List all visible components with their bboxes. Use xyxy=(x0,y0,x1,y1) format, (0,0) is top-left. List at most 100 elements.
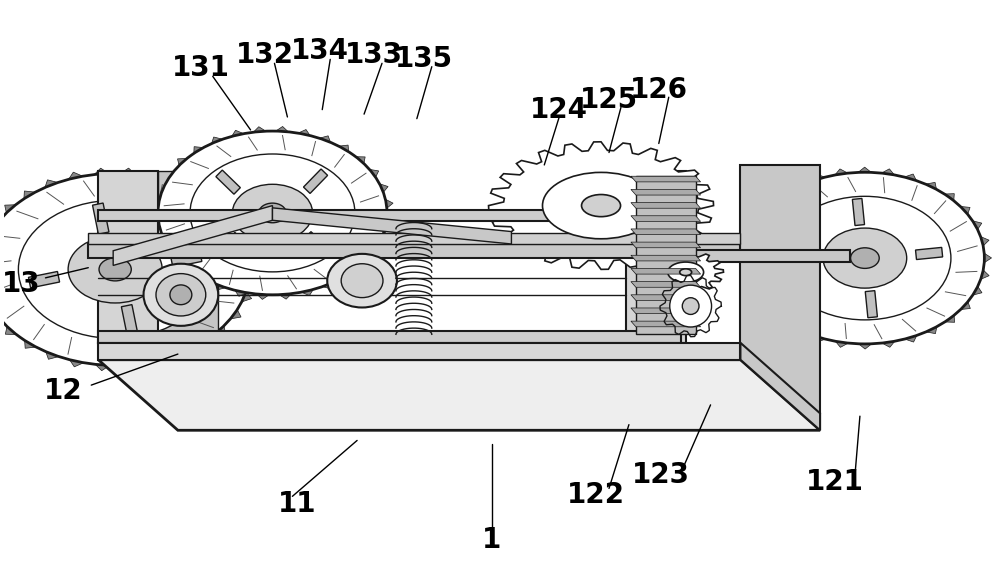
Polygon shape xyxy=(631,189,701,195)
Polygon shape xyxy=(232,286,253,297)
Polygon shape xyxy=(242,269,257,287)
Polygon shape xyxy=(115,168,140,179)
Polygon shape xyxy=(88,244,740,258)
Polygon shape xyxy=(631,202,701,208)
Polygon shape xyxy=(44,346,66,359)
Polygon shape xyxy=(295,285,316,295)
Polygon shape xyxy=(335,268,351,279)
Text: 122: 122 xyxy=(567,481,625,509)
Polygon shape xyxy=(631,229,701,235)
Polygon shape xyxy=(43,180,65,193)
Ellipse shape xyxy=(668,262,704,282)
Polygon shape xyxy=(631,308,701,314)
Polygon shape xyxy=(876,337,898,347)
Polygon shape xyxy=(157,230,172,244)
Polygon shape xyxy=(853,167,876,176)
Polygon shape xyxy=(738,250,751,266)
Polygon shape xyxy=(210,137,229,148)
Polygon shape xyxy=(113,206,272,265)
Polygon shape xyxy=(740,343,820,430)
Polygon shape xyxy=(832,337,854,348)
Ellipse shape xyxy=(779,196,951,320)
Polygon shape xyxy=(234,234,251,251)
Polygon shape xyxy=(636,176,696,335)
Polygon shape xyxy=(631,321,701,327)
Text: 11: 11 xyxy=(278,490,317,518)
Text: 125: 125 xyxy=(580,86,638,114)
Text: 132: 132 xyxy=(236,41,294,69)
Text: 135: 135 xyxy=(395,45,453,73)
Polygon shape xyxy=(631,295,701,301)
Polygon shape xyxy=(898,331,919,342)
Polygon shape xyxy=(975,266,989,282)
Polygon shape xyxy=(171,251,202,267)
Polygon shape xyxy=(98,332,681,343)
Polygon shape xyxy=(165,170,180,184)
Polygon shape xyxy=(24,335,44,348)
Polygon shape xyxy=(919,183,937,194)
Polygon shape xyxy=(158,171,218,343)
Ellipse shape xyxy=(156,274,206,316)
Polygon shape xyxy=(740,165,820,413)
Text: 124: 124 xyxy=(530,96,588,124)
Polygon shape xyxy=(141,354,165,367)
Text: 131: 131 xyxy=(172,54,230,82)
Polygon shape xyxy=(222,218,241,234)
Ellipse shape xyxy=(68,236,162,303)
Polygon shape xyxy=(229,130,249,141)
Polygon shape xyxy=(363,168,379,182)
Ellipse shape xyxy=(0,174,250,365)
Polygon shape xyxy=(186,191,206,204)
Polygon shape xyxy=(748,282,764,297)
Polygon shape xyxy=(217,232,241,257)
Polygon shape xyxy=(316,278,335,289)
Polygon shape xyxy=(271,126,292,136)
Polygon shape xyxy=(375,227,389,242)
Polygon shape xyxy=(249,126,271,136)
Text: 1: 1 xyxy=(482,526,501,555)
Polygon shape xyxy=(332,145,349,156)
Polygon shape xyxy=(775,194,792,206)
Polygon shape xyxy=(272,208,511,244)
Ellipse shape xyxy=(190,154,355,272)
Text: 134: 134 xyxy=(291,37,349,65)
Polygon shape xyxy=(28,272,60,288)
Polygon shape xyxy=(373,182,388,197)
Polygon shape xyxy=(489,142,714,269)
Polygon shape xyxy=(631,176,701,182)
Polygon shape xyxy=(223,304,241,320)
Polygon shape xyxy=(90,168,115,179)
Ellipse shape xyxy=(170,285,192,304)
Polygon shape xyxy=(98,210,681,221)
Polygon shape xyxy=(24,191,43,205)
Polygon shape xyxy=(954,297,970,310)
Polygon shape xyxy=(166,244,182,257)
Polygon shape xyxy=(937,194,954,206)
Polygon shape xyxy=(5,321,24,335)
Polygon shape xyxy=(631,268,701,274)
Polygon shape xyxy=(90,360,116,371)
Polygon shape xyxy=(303,169,328,193)
Polygon shape xyxy=(65,172,90,184)
Polygon shape xyxy=(953,206,970,219)
Text: 126: 126 xyxy=(630,77,688,104)
Polygon shape xyxy=(152,214,165,230)
Polygon shape xyxy=(313,136,332,147)
Polygon shape xyxy=(898,174,919,185)
Ellipse shape xyxy=(582,194,621,217)
Polygon shape xyxy=(741,266,755,282)
Text: 13: 13 xyxy=(2,269,41,298)
Polygon shape xyxy=(811,331,832,342)
Polygon shape xyxy=(178,158,194,170)
Polygon shape xyxy=(852,198,865,226)
Polygon shape xyxy=(98,343,740,359)
Polygon shape xyxy=(152,198,164,214)
Polygon shape xyxy=(811,174,831,185)
Polygon shape xyxy=(5,205,24,218)
Polygon shape xyxy=(98,171,158,343)
Polygon shape xyxy=(876,169,898,179)
Text: 123: 123 xyxy=(632,462,690,489)
Polygon shape xyxy=(0,305,8,321)
Polygon shape xyxy=(187,335,207,348)
Polygon shape xyxy=(235,287,252,304)
